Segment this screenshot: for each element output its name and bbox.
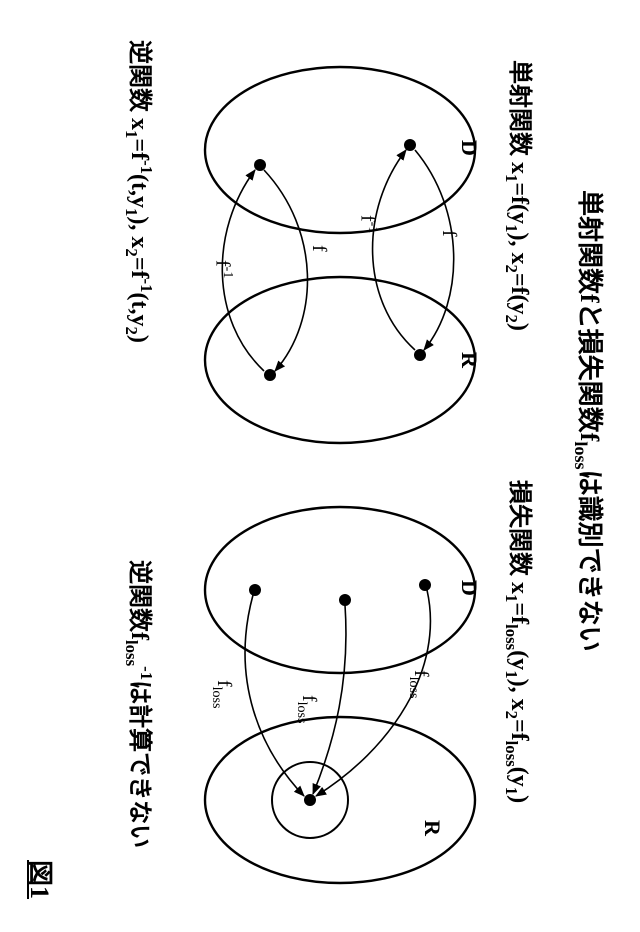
right-diagram: [170, 0, 640, 932]
right-eq-bottom: 逆関数floss-1は計算できない: [121, 560, 160, 848]
left-eq-bottom: 逆関数 x1=f-1(t,y1), x2=f-1(t,y2): [121, 40, 160, 343]
figure-canvas: 単射関数fと損失関数flossは識別できない 単射関数 x1=f(y1), x2…: [0, 0, 640, 932]
figure-label: 図1: [23, 860, 60, 899]
